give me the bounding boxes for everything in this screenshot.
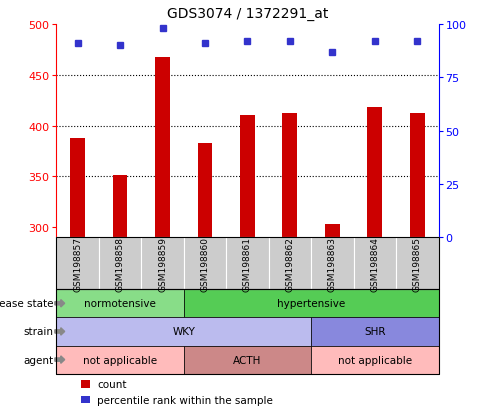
Text: disease state: disease state <box>0 299 54 309</box>
Text: count: count <box>97 379 126 389</box>
Bar <box>197 143 213 238</box>
Text: SHR: SHR <box>364 327 386 337</box>
Text: ACTH: ACTH <box>233 355 262 365</box>
Bar <box>113 176 127 238</box>
Text: GSM198858: GSM198858 <box>116 236 124 291</box>
Text: GSM198859: GSM198859 <box>158 236 167 291</box>
Text: GSM198862: GSM198862 <box>285 236 294 291</box>
Text: GSM198863: GSM198863 <box>328 236 337 291</box>
Text: GSM198861: GSM198861 <box>243 236 252 291</box>
Bar <box>325 225 340 238</box>
Title: GDS3074 / 1372291_at: GDS3074 / 1372291_at <box>167 7 328 21</box>
Text: not applicable: not applicable <box>83 355 157 365</box>
Text: GSM198865: GSM198865 <box>413 236 422 291</box>
Text: percentile rank within the sample: percentile rank within the sample <box>97 395 273 405</box>
Text: GSM198864: GSM198864 <box>370 236 379 291</box>
Text: strain: strain <box>24 327 54 337</box>
Text: GSM198857: GSM198857 <box>73 236 82 291</box>
Bar <box>410 114 425 238</box>
Bar <box>70 138 85 238</box>
Bar <box>155 58 170 238</box>
Text: not applicable: not applicable <box>338 355 412 365</box>
Text: hypertensive: hypertensive <box>277 299 345 309</box>
Text: WKY: WKY <box>172 327 195 337</box>
Bar <box>240 116 255 238</box>
Bar <box>368 108 382 238</box>
Text: normotensive: normotensive <box>84 299 156 309</box>
Text: GSM198860: GSM198860 <box>200 236 210 291</box>
Text: agent: agent <box>24 355 54 365</box>
Bar <box>282 114 297 238</box>
